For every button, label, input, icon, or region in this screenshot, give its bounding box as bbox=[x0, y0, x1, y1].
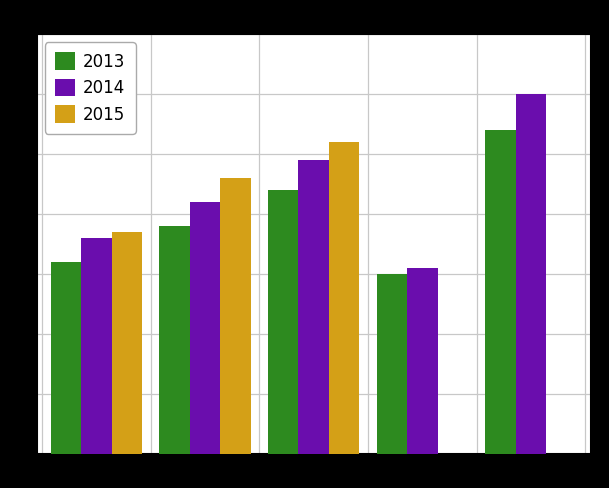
Bar bbox=[516, 94, 546, 454]
Bar bbox=[268, 190, 298, 454]
Bar bbox=[298, 160, 329, 454]
Legend: 2013, 2014, 2015: 2013, 2014, 2015 bbox=[45, 42, 136, 134]
Bar bbox=[329, 142, 359, 454]
Bar bbox=[220, 178, 251, 454]
Bar bbox=[111, 232, 142, 454]
Bar bbox=[485, 130, 516, 454]
Bar bbox=[190, 202, 220, 454]
Bar bbox=[376, 274, 407, 454]
Bar bbox=[81, 238, 111, 454]
Bar bbox=[407, 268, 437, 454]
Bar bbox=[160, 226, 190, 454]
Bar bbox=[51, 262, 81, 454]
